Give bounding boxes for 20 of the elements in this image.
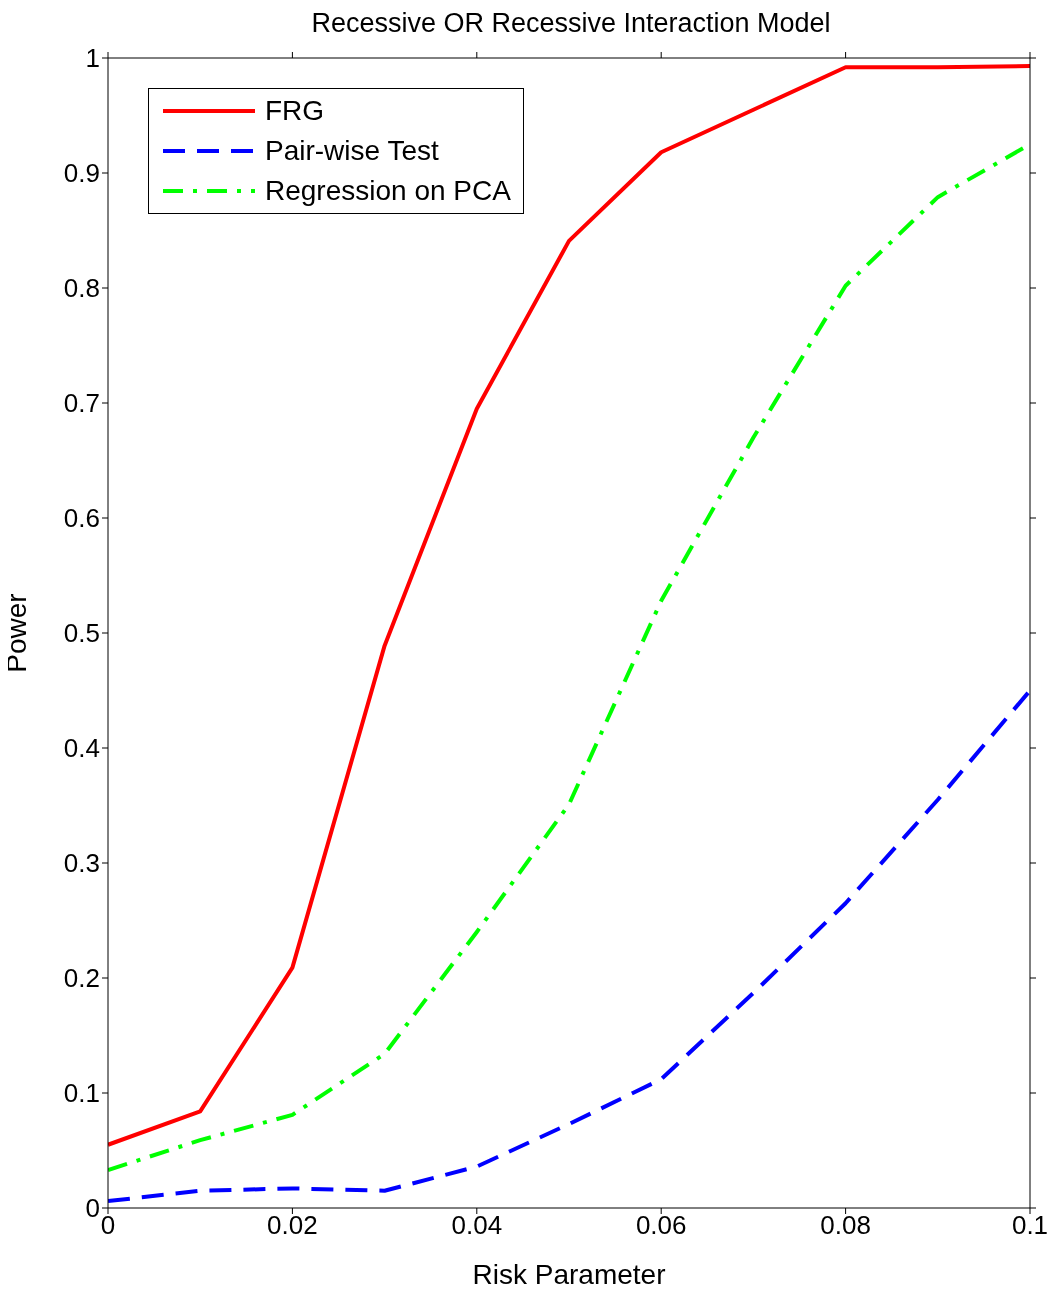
chart-title: Recessive OR Recessive Interaction Model	[311, 8, 831, 38]
x-tick-label: 0.1	[1011, 1210, 1049, 1241]
y-tick-label: 0.2	[63, 963, 100, 994]
y-tick-label: 0.7	[63, 388, 100, 419]
legend-label: FRG	[265, 94, 325, 128]
y-tick-label: 0.3	[63, 848, 100, 879]
y-tick-label: 0.8	[63, 273, 100, 304]
y-tick-label: 0.9	[63, 158, 100, 189]
y-tick-label: 0.4	[63, 733, 100, 764]
legend-label: Pair-wise Test	[265, 134, 439, 168]
x-tick-label: 0.02	[267, 1210, 318, 1241]
legend-label: Regression on PCA	[265, 174, 511, 208]
y-tick-label: 1	[85, 43, 100, 74]
y-tick-label: 0.6	[63, 503, 100, 534]
x-tick-label: 0.04	[451, 1210, 503, 1241]
x-tick-label: 0.08	[820, 1210, 871, 1241]
y-tick-label: 0.5	[63, 618, 100, 649]
x-axis-title: Risk Parameter	[472, 1259, 666, 1290]
x-tick-label: 0.06	[635, 1210, 687, 1241]
y-tick-label: 0.1	[63, 1078, 100, 1109]
